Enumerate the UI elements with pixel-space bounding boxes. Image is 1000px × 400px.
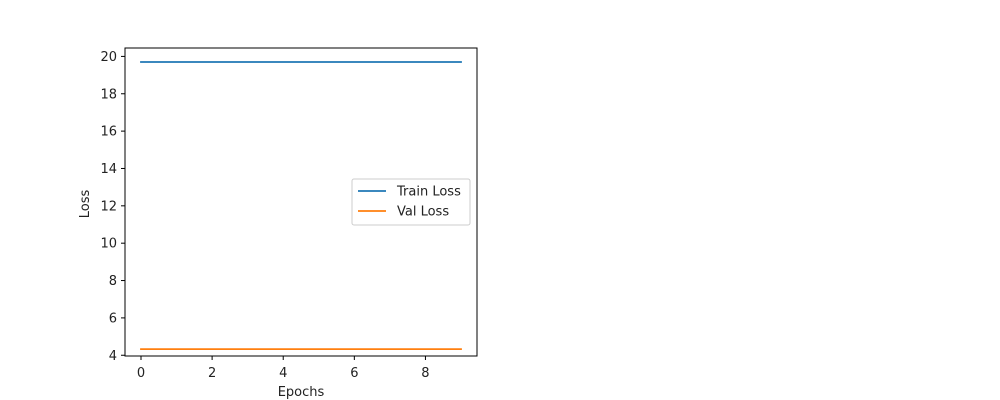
x-tick-label-0: 0 <box>137 366 145 381</box>
x-tick-label-3: 6 <box>350 366 358 381</box>
y-tick-label-5: 14 <box>100 162 117 177</box>
legend-items: Train Loss Val Loss <box>358 185 461 220</box>
plot-frame <box>124 47 478 357</box>
y-tick-label-8: 20 <box>100 50 117 65</box>
y-axis-ticks: 4 6 8 10 12 14 16 18 20 <box>100 50 125 364</box>
y-axis-label: Loss <box>78 190 93 219</box>
x-axis-ticks: 0 2 4 6 8 <box>137 356 430 381</box>
legend-label-1: Val Loss <box>397 205 449 220</box>
y-tick-label-2: 8 <box>109 274 117 289</box>
y-tick-label-3: 10 <box>100 237 117 252</box>
series-layer <box>140 61 462 350</box>
x-tick-label-1: 2 <box>208 366 216 381</box>
y-tick-label-6: 16 <box>100 125 117 140</box>
legend-label-0: Train Loss <box>396 185 461 200</box>
y-tick-label-4: 12 <box>100 199 117 214</box>
y-tick-label-7: 18 <box>100 87 117 102</box>
x-axis-label: Epochs <box>278 385 325 400</box>
x-tick-label-4: 8 <box>421 366 429 381</box>
x-tick-label-2: 4 <box>279 366 287 381</box>
y-tick-label-1: 6 <box>109 311 117 326</box>
legend: Train Loss Val Loss <box>351 178 471 226</box>
y-tick-label-0: 4 <box>109 349 117 364</box>
